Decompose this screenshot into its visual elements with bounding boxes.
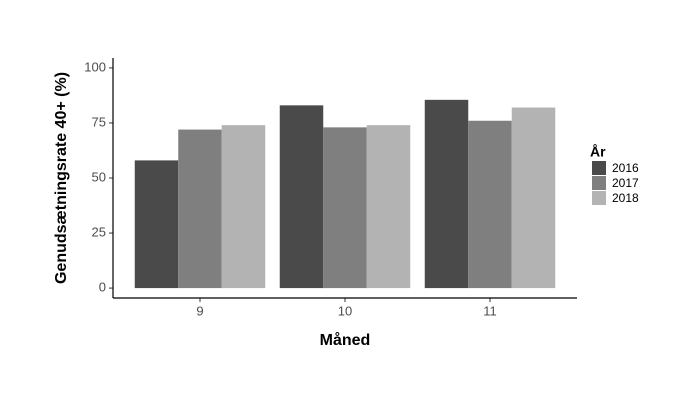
bar — [424, 99, 469, 289]
bar — [134, 160, 179, 289]
legend-label: 2016 — [612, 161, 639, 175]
x-tick-label: 10 — [338, 303, 352, 318]
y-tick-label: 75 — [92, 114, 106, 129]
bar — [221, 125, 266, 289]
x-tick-label: 9 — [196, 303, 203, 318]
x-tick-label: 11 — [483, 303, 497, 318]
y-axis-title: Genudsætningsrate 40+ (%) — [53, 72, 70, 284]
legend-key — [592, 161, 606, 175]
bar — [323, 127, 367, 289]
legend-label: 2018 — [612, 191, 639, 205]
y-tick-label: 0 — [99, 280, 106, 295]
legend-key — [592, 191, 606, 205]
y-tick-label: 50 — [92, 169, 106, 184]
bar — [279, 105, 324, 289]
bar — [468, 120, 512, 289]
y-tick-label: 100 — [84, 59, 106, 74]
x-axis-title: Måned — [320, 331, 371, 349]
legend-title: År — [590, 144, 606, 160]
y-tick-label: 25 — [92, 224, 106, 239]
bar — [178, 129, 222, 289]
bar — [366, 125, 411, 289]
bar — [511, 107, 556, 289]
legend-key — [592, 176, 606, 190]
legend-label: 2017 — [612, 176, 639, 190]
